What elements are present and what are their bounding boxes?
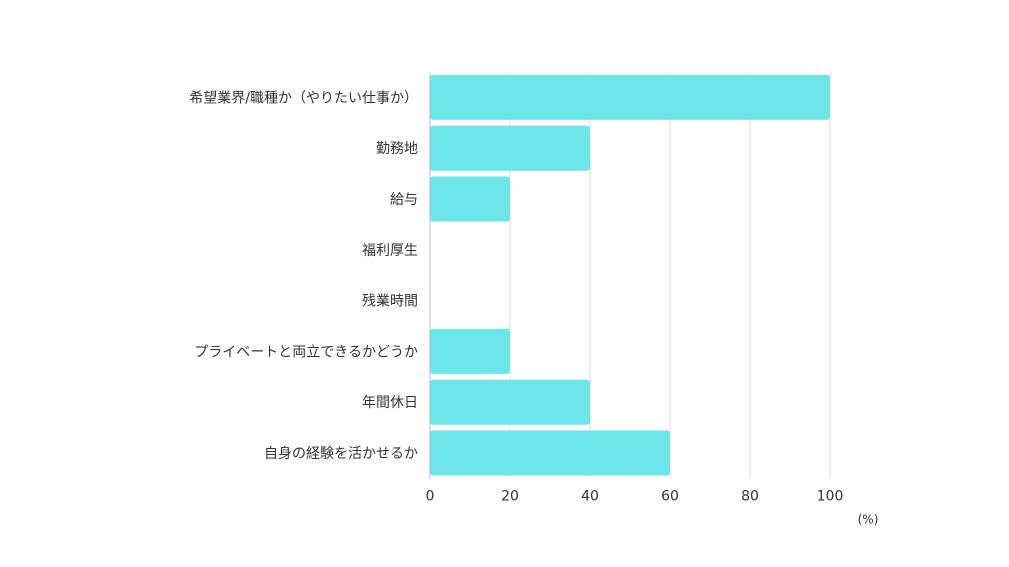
bar-1 bbox=[430, 125, 590, 171]
category-label-3: 福利厚生 bbox=[362, 243, 418, 259]
x-tick-label-100: 100 bbox=[817, 488, 844, 504]
category-label-1: 勤務地 bbox=[376, 141, 418, 157]
x-tick-label-20: 20 bbox=[501, 488, 519, 504]
x-tick-label-0: 0 bbox=[426, 488, 435, 504]
category-label-2: 給与 bbox=[390, 192, 418, 208]
bar-7 bbox=[430, 430, 670, 476]
category-label-5: プライベートと両立できるかどうか bbox=[194, 344, 418, 360]
bar-6 bbox=[430, 379, 590, 425]
bars bbox=[430, 74, 830, 476]
bar-5 bbox=[430, 328, 510, 374]
x-tick-label-40: 40 bbox=[581, 488, 599, 504]
x-tick-label-80: 80 bbox=[741, 488, 759, 504]
category-label-4: 残業時間 bbox=[362, 294, 418, 310]
category-label-7: 自身の経験を活かせるか bbox=[264, 446, 418, 462]
x-tick-label-60: 60 bbox=[661, 488, 679, 504]
category-labels: 希望業界/職種か（やりたい仕事か） 勤務地給与福利厚生残業時間プライベートと両立で… bbox=[189, 90, 418, 462]
tick-labels: 0 20 40 60 80 100 bbox=[426, 488, 844, 504]
bar-2 bbox=[430, 176, 510, 222]
bar-0 bbox=[430, 74, 830, 120]
category-label-0: 希望業界/職種か（やりたい仕事か） bbox=[189, 90, 418, 106]
x-unit-label: (%) bbox=[858, 512, 879, 526]
category-label-6: 年間休日 bbox=[362, 395, 418, 411]
